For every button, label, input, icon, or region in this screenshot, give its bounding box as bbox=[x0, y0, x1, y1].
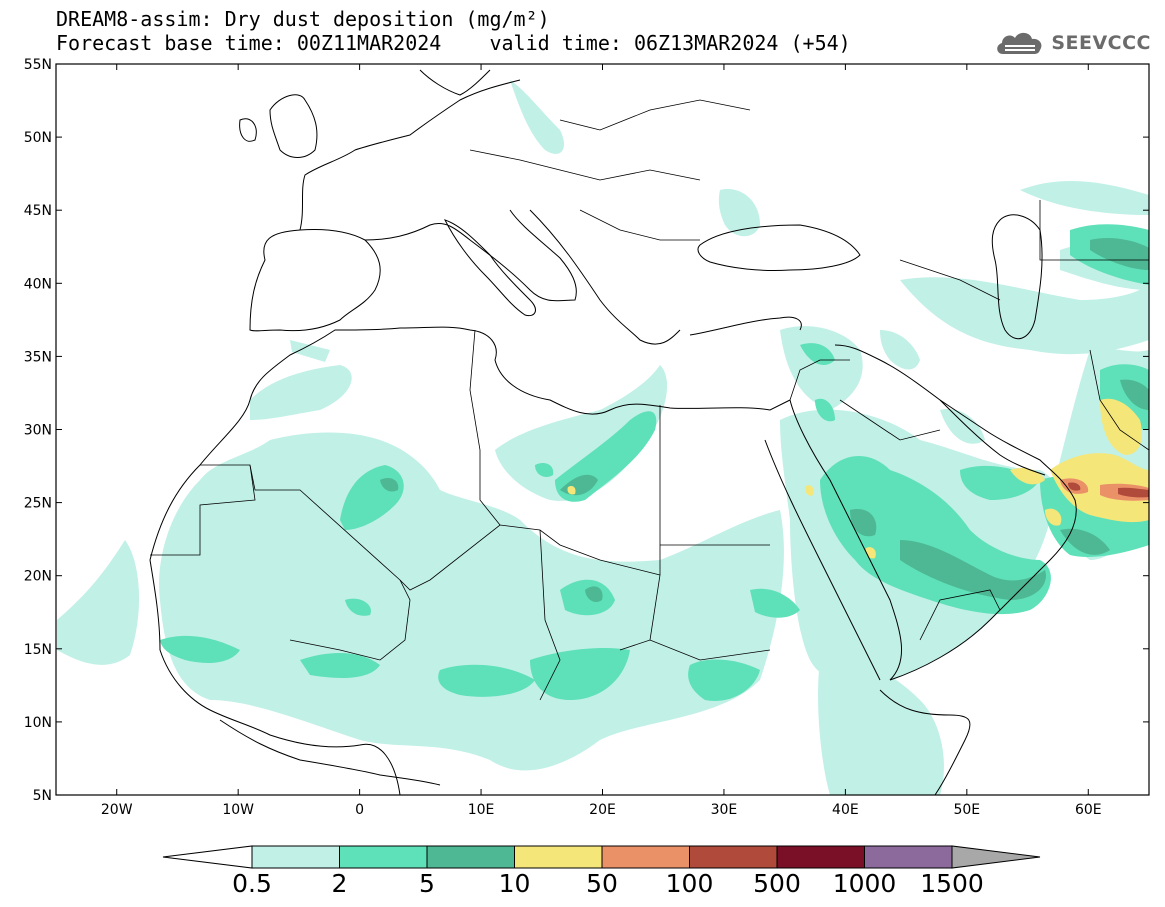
colorbar-segment bbox=[339, 845, 428, 869]
colorbar-label: 2 bbox=[332, 869, 348, 898]
shading-5-10 bbox=[380, 237, 1149, 602]
x-tick-label: 20W bbox=[101, 802, 133, 818]
x-tick-label: 0 bbox=[355, 802, 364, 818]
colorbar-label: 500 bbox=[753, 869, 801, 898]
colorbar-segment bbox=[776, 845, 865, 869]
y-tick-label: 50N bbox=[24, 130, 52, 146]
y-tick-label: 55N bbox=[24, 57, 52, 73]
seevccc-logo: SEEVCCC bbox=[993, 28, 1151, 58]
colorbar-segment bbox=[426, 845, 515, 869]
x-tick-label: 40E bbox=[832, 802, 859, 818]
y-tick-label: 30N bbox=[24, 423, 52, 439]
colorbar-segment bbox=[864, 845, 953, 869]
colorbar-segment bbox=[689, 845, 778, 869]
y-tick-label: 10N bbox=[24, 715, 52, 731]
colorbar-over-triangle bbox=[951, 845, 1041, 869]
y-tick-label: 15N bbox=[24, 642, 52, 658]
x-tick-label: 60E bbox=[1075, 802, 1102, 818]
colorbar-label: 0.5 bbox=[232, 869, 272, 898]
colorbar-label: 10 bbox=[499, 869, 531, 898]
colorbar-legend: 0.5 2 5 10 50 100 500 1000 1500 bbox=[162, 845, 1041, 898]
x-tick-label: 20E bbox=[589, 802, 616, 818]
colorbar-label: 1000 bbox=[833, 869, 897, 898]
shading-10-50 bbox=[567, 398, 1149, 559]
colorbar-under-triangle bbox=[162, 845, 253, 869]
x-tick-label: 10W bbox=[222, 802, 254, 818]
country-borders bbox=[150, 99, 1149, 701]
cloud-logo-icon bbox=[997, 32, 1042, 54]
coastlines bbox=[149, 69, 1077, 795]
logo-text: SEEVCCC bbox=[1051, 32, 1151, 54]
y-axis: 5N 10N 15N 20N 25N 30N 35N 40N 45N 50N 55N bbox=[24, 57, 1149, 804]
y-tick-label: 5N bbox=[33, 788, 52, 804]
map-title: DREAM8-assim: Dry dust deposition (mg/m²… bbox=[56, 7, 550, 31]
forecast-time-subtitle: Forecast base time: 00Z11MAR2024 valid t… bbox=[56, 31, 851, 55]
deposition-shading bbox=[57, 80, 1149, 795]
colorbar-segment bbox=[514, 845, 603, 869]
x-tick-label: 50E bbox=[953, 802, 980, 818]
y-tick-label: 40N bbox=[24, 276, 52, 292]
shading-100-500 bbox=[1068, 482, 1149, 498]
y-tick-label: 25N bbox=[24, 496, 52, 512]
colorbar-label: 100 bbox=[666, 869, 714, 898]
y-tick-label: 20N bbox=[24, 569, 52, 585]
x-axis: 20W 10W 0 10E 20E 30E 40E 50E 60E bbox=[101, 64, 1102, 818]
colorbar-label: 5 bbox=[419, 869, 435, 898]
colorbar-segment bbox=[251, 845, 340, 869]
y-tick-label: 45N bbox=[24, 203, 52, 219]
colorbar-label: 1500 bbox=[920, 869, 984, 898]
colorbar-label: 50 bbox=[586, 869, 618, 898]
x-tick-label: 10E bbox=[468, 802, 495, 818]
x-tick-label: 30E bbox=[711, 802, 738, 818]
colorbar-segment bbox=[601, 845, 690, 869]
y-tick-label: 35N bbox=[24, 349, 52, 365]
